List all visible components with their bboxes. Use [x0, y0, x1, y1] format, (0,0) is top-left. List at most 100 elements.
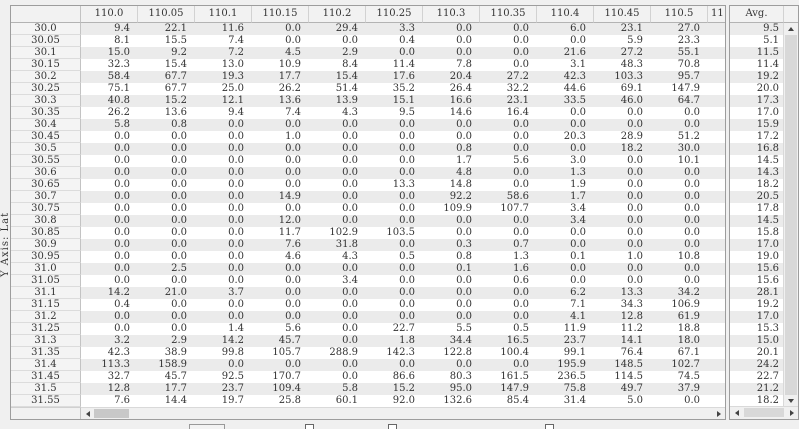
data-cell[interactable]: 147.9 — [480, 383, 537, 395]
avg-cell[interactable]: 20.1 — [730, 347, 784, 359]
data-cell[interactable]: 74.5 — [651, 371, 708, 383]
data-cell[interactable]: 45.7 — [138, 371, 195, 383]
data-cell[interactable]: 0.0 — [651, 395, 708, 407]
scroll-left-button[interactable] — [81, 408, 94, 419]
data-cell[interactable]: 7.2 — [195, 47, 252, 59]
data-cell-clipped[interactable] — [708, 35, 725, 47]
data-cell[interactable]: 32.7 — [81, 371, 138, 383]
data-cell[interactable]: 0.6 — [480, 275, 537, 287]
avg-cell[interactable]: 14.3 — [730, 167, 784, 179]
data-cell[interactable]: 13.3 — [594, 287, 651, 299]
data-cell[interactable]: 33.5 — [537, 95, 594, 107]
data-cell[interactable]: 0.0 — [423, 299, 480, 311]
data-cell[interactable]: 29.4 — [309, 23, 366, 35]
data-cell[interactable]: 7.6 — [252, 239, 309, 251]
data-cell[interactable]: 7.4 — [195, 35, 252, 47]
data-cell[interactable]: 0.0 — [309, 359, 366, 371]
data-cell[interactable]: 58.6 — [480, 191, 537, 203]
data-cell[interactable]: 0.0 — [423, 287, 480, 299]
avg-cell[interactable]: 17.8 — [730, 203, 784, 215]
data-cell[interactable]: 0.0 — [594, 191, 651, 203]
data-cell[interactable]: 0.0 — [252, 263, 309, 275]
data-cell[interactable]: 0.0 — [81, 179, 138, 191]
data-cell[interactable]: 158.9 — [138, 359, 195, 371]
data-cell[interactable]: 0.0 — [138, 323, 195, 335]
data-cell-clipped[interactable] — [708, 95, 725, 107]
data-cell[interactable]: 23.1 — [594, 23, 651, 35]
avg-cell[interactable]: 24.2 — [730, 359, 784, 371]
data-cell[interactable]: 27.2 — [480, 71, 537, 83]
data-cell[interactable]: 0.0 — [594, 167, 651, 179]
data-cell[interactable]: 0.0 — [480, 299, 537, 311]
data-cell[interactable]: 23.7 — [537, 335, 594, 347]
data-cell[interactable]: 35.2 — [366, 83, 423, 95]
avg-cell[interactable]: 15.8 — [730, 227, 784, 239]
data-cell[interactable]: 0.0 — [195, 179, 252, 191]
data-cell[interactable]: 0.0 — [594, 203, 651, 215]
data-cell[interactable]: 8.1 — [81, 35, 138, 47]
data-cell[interactable]: 170.7 — [252, 371, 309, 383]
data-cell[interactable]: 67.7 — [138, 71, 195, 83]
avg-cell[interactable]: 15.6 — [730, 263, 784, 275]
data-cell[interactable]: 26.2 — [81, 107, 138, 119]
data-cell[interactable]: 6.0 — [537, 23, 594, 35]
data-cell[interactable]: 13.9 — [309, 95, 366, 107]
data-cell[interactable]: 13.0 — [195, 59, 252, 71]
data-cell-clipped[interactable] — [708, 359, 725, 371]
data-cell[interactable]: 0.0 — [366, 287, 423, 299]
data-cell[interactable]: 21.6 — [537, 47, 594, 59]
data-cell[interactable]: 70.8 — [651, 59, 708, 71]
data-cell[interactable]: 0.0 — [81, 263, 138, 275]
data-cell[interactable]: 9.4 — [195, 107, 252, 119]
data-cell[interactable]: 7.1 — [537, 299, 594, 311]
data-cell[interactable]: 0.0 — [81, 275, 138, 287]
data-cell[interactable]: 0.0 — [366, 155, 423, 167]
data-cell[interactable]: 1.7 — [537, 191, 594, 203]
data-cell[interactable]: 0.0 — [195, 143, 252, 155]
data-cell[interactable]: 31.8 — [309, 239, 366, 251]
data-cell[interactable]: 6.2 — [537, 287, 594, 299]
data-cell[interactable]: 0.0 — [594, 227, 651, 239]
data-cell[interactable]: 11.4 — [366, 59, 423, 71]
avg-cell[interactable]: 18.2 — [730, 395, 784, 407]
avg-cell[interactable]: 14.5 — [730, 155, 784, 167]
data-cell[interactable]: 0.0 — [480, 35, 537, 47]
data-cell[interactable]: 0.0 — [537, 143, 594, 155]
data-cell[interactable]: 4.1 — [537, 311, 594, 323]
data-cell[interactable]: 4.6 — [252, 251, 309, 263]
data-cell[interactable]: 15.4 — [309, 71, 366, 83]
data-cell[interactable]: 105.7 — [252, 347, 309, 359]
data-cell[interactable]: 0.0 — [195, 239, 252, 251]
data-cell[interactable]: 7.6 — [81, 395, 138, 407]
data-cell[interactable]: 17.6 — [366, 71, 423, 83]
data-cell[interactable]: 0.0 — [309, 287, 366, 299]
data-cell[interactable]: 0.0 — [366, 215, 423, 227]
data-cell[interactable]: 122.8 — [423, 347, 480, 359]
data-cell[interactable]: 0.4 — [366, 35, 423, 47]
data-cell[interactable]: 60.1 — [309, 395, 366, 407]
data-cell[interactable]: 0.0 — [309, 335, 366, 347]
data-cell[interactable]: 4.3 — [309, 251, 366, 263]
data-cell[interactable]: 0.0 — [480, 287, 537, 299]
data-cell[interactable]: 16.4 — [480, 107, 537, 119]
data-cell[interactable]: 0.0 — [252, 179, 309, 191]
data-cell[interactable]: 0.0 — [252, 299, 309, 311]
data-cell[interactable]: 0.0 — [309, 143, 366, 155]
partial-checkbox-2[interactable] — [388, 424, 397, 429]
data-cell[interactable]: 0.4 — [81, 299, 138, 311]
data-cell[interactable]: 15.4 — [138, 59, 195, 71]
data-cell[interactable]: 0.0 — [138, 227, 195, 239]
data-cell[interactable]: 30.0 — [651, 143, 708, 155]
data-cell-clipped[interactable] — [708, 287, 725, 299]
data-cell[interactable]: 10.1 — [651, 155, 708, 167]
partial-control-clipped[interactable] — [189, 424, 225, 429]
data-cell-clipped[interactable] — [708, 59, 725, 71]
data-cell[interactable]: 1.4 — [195, 323, 252, 335]
data-cell-clipped[interactable] — [708, 83, 725, 95]
data-cell[interactable]: 1.0 — [252, 131, 309, 143]
data-cell[interactable]: 18.0 — [651, 335, 708, 347]
data-cell[interactable]: 113.3 — [81, 359, 138, 371]
data-cell[interactable]: 9.4 — [81, 23, 138, 35]
data-cell-clipped[interactable] — [708, 275, 725, 287]
data-cell-clipped[interactable] — [708, 227, 725, 239]
